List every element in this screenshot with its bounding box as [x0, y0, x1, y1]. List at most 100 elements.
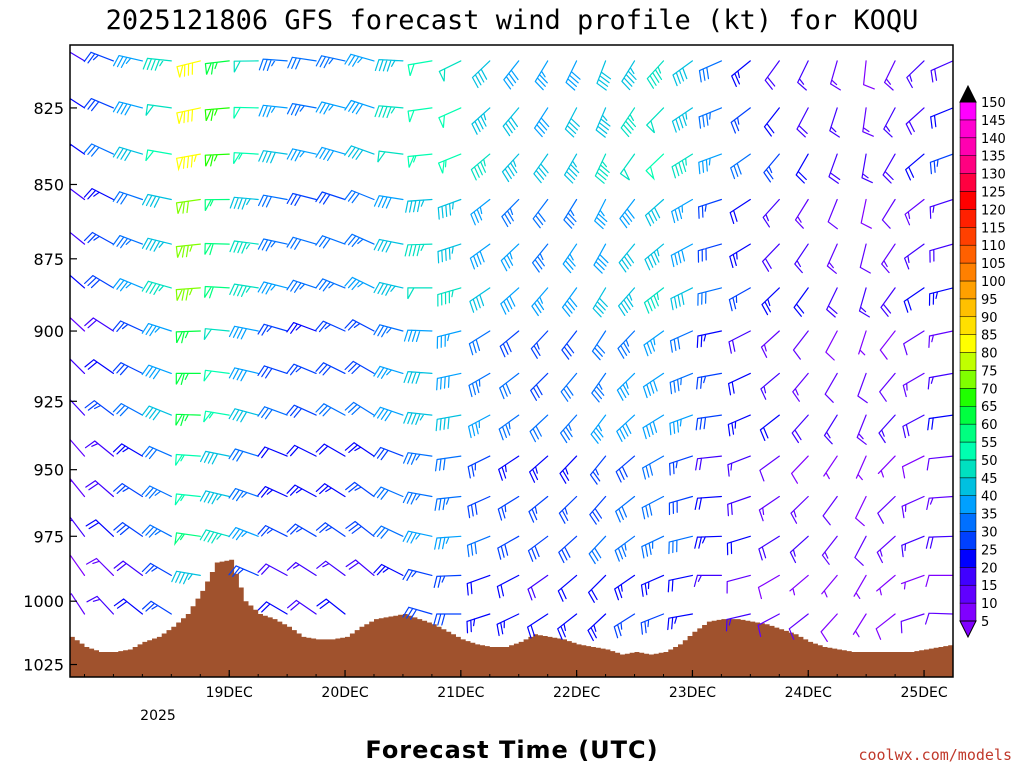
wind-barb-825-h84 [534, 107, 550, 138]
wind-barb-1005-h78 [496, 613, 520, 637]
colorbar-segment-50 [959, 441, 977, 461]
wind-barb-900-h66 [436, 330, 462, 349]
wind-barb-810-h84 [534, 60, 549, 91]
colorbar-label-20: 20 [981, 561, 998, 576]
wind-barb-915-h12 [175, 372, 201, 385]
wind-barb-855-h132 [762, 198, 780, 228]
x-tick-label-20DEC: 20DEC [321, 685, 368, 701]
wind-barb-870-h78 [500, 243, 520, 272]
wind-barb-885-h138 [793, 287, 809, 317]
wind-barb-930-h84 [529, 414, 549, 443]
colorbar-segment-5 [959, 602, 977, 622]
wind-barb-930-h96 [590, 414, 607, 444]
wind-barb-945-h18 [200, 450, 230, 465]
wind-barb-825-h162 [905, 107, 925, 135]
wind-barb-945-h144 [823, 455, 838, 480]
wind-barb-840-h0 [112, 146, 143, 161]
wind-barb-855-h78 [501, 198, 520, 228]
wind-barb-870-h24 [229, 240, 259, 254]
wind-barb-810-h72 [471, 60, 491, 89]
wind-barb-840-h144 [828, 153, 841, 184]
colorbar-segment-115 [959, 209, 977, 228]
wind-barb-945-h36 [286, 444, 317, 457]
wind-barb-840-h78 [501, 153, 520, 183]
wind-barb-960-h78 [497, 495, 520, 521]
wind-barb-885-h12 [175, 287, 201, 301]
wind-barb-960-h114 [668, 495, 693, 516]
wind-barb-945-h168 [926, 455, 953, 471]
wind-barb-825-h60 [407, 107, 433, 123]
wind-barb-900-h108 [643, 330, 665, 357]
wind-barb-945-h114 [669, 455, 693, 476]
wind-barb-975-h54 [373, 525, 404, 539]
wind-barb-885-h102 [618, 287, 636, 316]
wind-barb-960-h168 [926, 495, 953, 510]
wind-barb-855-h30 [258, 194, 288, 208]
wind-barb-960-h36 [286, 484, 317, 498]
wind-barb-990-h144 [821, 574, 838, 598]
wind-barb-870-h30 [257, 238, 288, 252]
wind-barb-825-h144 [829, 107, 840, 138]
wind-barb-810-h126 [731, 60, 751, 87]
wind-barb-900-h42 [315, 320, 346, 333]
wind-barb-825-h114 [671, 107, 693, 133]
wind-barb-930-h-12 [70, 398, 86, 416]
wind-barb-900-h78 [499, 330, 520, 358]
wind-barb-855-h42 [315, 191, 346, 205]
wind-barb-945-h84 [529, 455, 549, 483]
wind-barb-900-h90 [561, 330, 578, 360]
wind-barb-885-h120 [697, 287, 722, 306]
wind-barb-900-h18 [203, 328, 230, 341]
wind-barb-975-h78 [497, 535, 520, 560]
wind-barb-945-h72 [467, 455, 491, 479]
wind-barb-825-h66 [438, 107, 462, 128]
colorbar-segment-140 [959, 119, 977, 139]
wind-barb-1005-h90 [557, 613, 578, 640]
wind-barb-810-h42 [315, 55, 346, 69]
wind-barb-885-h24 [229, 283, 259, 297]
wind-barb-915-h60 [403, 371, 433, 384]
wind-barb-840-h84 [533, 153, 549, 184]
colorbar-label-75: 75 [981, 364, 998, 379]
wind-barb-810-h54 [374, 59, 404, 72]
colorbar-label-150: 150 [981, 96, 1006, 111]
wind-barb-990-h42 [316, 560, 346, 576]
wind-barb-840-h162 [905, 153, 925, 181]
wind-barb-855-h114 [671, 198, 693, 224]
wind-barb-975-h156 [876, 535, 896, 564]
wind-barb-990-h48 [345, 559, 375, 576]
credit-link[interactable]: coolwx.com/models [858, 746, 1012, 764]
wind-barb-825-h150 [862, 107, 874, 137]
wind-barb-870-h126 [729, 243, 751, 268]
wind-barb-915-h96 [591, 372, 607, 403]
wind-barb-825-h48 [344, 99, 375, 115]
wind-barb-810-h78 [503, 60, 520, 90]
wind-barb-960-h144 [822, 495, 838, 526]
wind-barb-840-h72 [470, 153, 491, 181]
wind-barb-900-h54 [373, 324, 404, 338]
wind-barb-840-h24 [233, 152, 259, 165]
wind-barb-870-h138 [794, 243, 809, 274]
wind-barb-1005-h60 [402, 606, 433, 620]
plot-area [70, 45, 953, 677]
wind-barb-855-h162 [904, 198, 925, 226]
colorbar-top-arrow [959, 84, 977, 103]
colorbar-segment-25 [959, 531, 977, 550]
y-tick-label-825: 825 [33, 99, 64, 118]
wind-barb-930-h150 [856, 414, 867, 445]
wind-barb-900-h144 [825, 330, 838, 361]
colorbar-segment-75 [959, 352, 977, 371]
wind-barb-855-h36 [286, 192, 317, 206]
wind-barb-810-h108 [646, 60, 665, 89]
wind-barb-975-h24 [228, 527, 259, 541]
wind-barb-840-h60 [407, 153, 433, 168]
wind-barb-1005-h-12 [70, 593, 86, 615]
axes: 825 850 875 900 925 950 975 1000 1025 19DEC 20DEC 2… [23, 44, 954, 701]
wind-barb-840-h-12 [70, 143, 86, 155]
wind-barb-855-h168 [929, 198, 953, 219]
y-tick-label-850: 850 [33, 175, 64, 194]
wind-barb-825-h6 [145, 104, 172, 116]
wind-barb-915-h168 [927, 372, 953, 390]
wind-barbs [70, 51, 953, 642]
wind-barb-810-h36 [287, 56, 317, 70]
